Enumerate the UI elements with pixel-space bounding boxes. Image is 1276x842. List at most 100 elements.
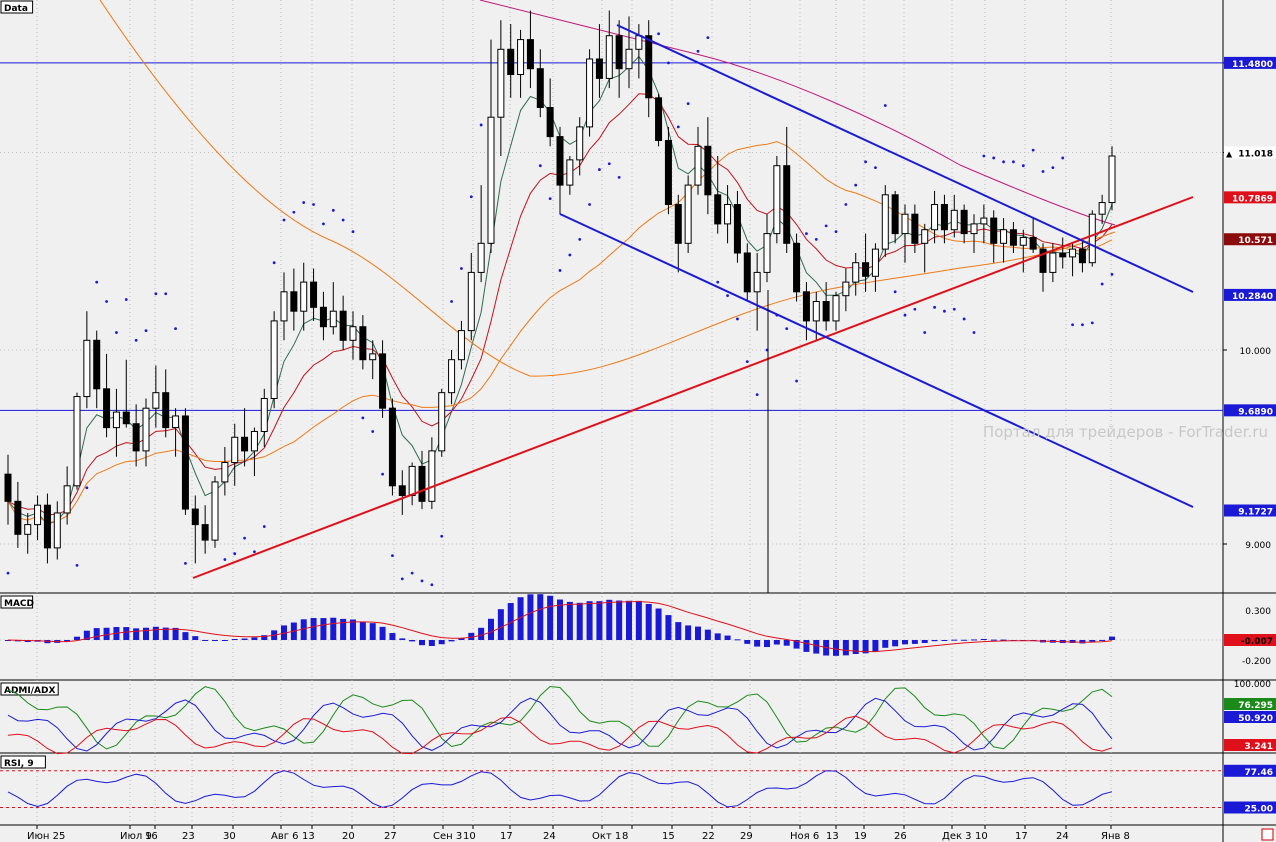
sar-dot — [253, 550, 256, 554]
candle-body — [980, 217, 988, 225]
candle-body — [625, 48, 633, 70]
macd-bar — [892, 640, 899, 647]
candle-body — [181, 415, 189, 510]
candle-body — [221, 462, 229, 483]
candle-body — [63, 485, 71, 514]
x-tick-label: 10 — [463, 831, 476, 842]
sar-dot — [371, 430, 375, 433]
macd-bar — [162, 627, 169, 640]
macd-bar — [419, 640, 425, 646]
macd-panel-label: MACD — [4, 599, 34, 609]
macd-bar — [507, 603, 514, 640]
candle-body — [724, 204, 732, 225]
macd-bar — [202, 639, 209, 641]
candle-body — [605, 35, 613, 79]
candle-body — [615, 35, 623, 70]
sar-dot — [400, 577, 404, 581]
macd-bar — [310, 618, 317, 640]
candle-body — [517, 39, 525, 76]
candle-body — [812, 301, 820, 322]
macd-bar — [576, 602, 583, 640]
candle-body — [53, 512, 61, 549]
macd-bar — [340, 618, 347, 640]
candle-body — [960, 209, 968, 235]
candle-body — [388, 407, 396, 487]
sar-dot — [607, 162, 611, 166]
candle-body — [763, 233, 771, 273]
adx-value-label: 50.920 — [1238, 714, 1273, 724]
macd-bar — [399, 638, 406, 640]
macd-bar — [172, 627, 179, 640]
candle-body — [507, 48, 515, 76]
macd-bar — [143, 627, 149, 640]
candle-body — [832, 295, 840, 322]
candle-body — [438, 392, 446, 452]
candle-body — [1029, 236, 1037, 250]
macd-bar — [182, 632, 189, 640]
price-badge-label: 10.2840 — [1232, 292, 1273, 302]
macd-bar — [803, 640, 810, 652]
macd-bar — [704, 629, 711, 640]
sar-dot — [144, 329, 148, 332]
sar-dot — [420, 579, 424, 583]
candle-body — [655, 97, 663, 141]
candle-body — [1009, 229, 1017, 246]
macd-bar — [655, 608, 662, 640]
sar-dot — [657, 32, 660, 36]
macd-bar — [971, 639, 977, 641]
candle-body — [83, 339, 91, 398]
sar-dot — [272, 261, 276, 265]
macd-bar — [557, 599, 563, 640]
adx-value-badge — [1224, 739, 1276, 751]
sar-dot — [972, 331, 976, 334]
candle-body — [1069, 248, 1077, 258]
sar-dot — [154, 292, 158, 296]
x-tick-label: 27 — [384, 831, 397, 842]
macd-bar — [547, 595, 554, 640]
macd-bar — [1099, 639, 1106, 641]
candle-body — [684, 184, 692, 244]
sar-dot — [923, 331, 927, 334]
candle-body — [319, 306, 327, 328]
sar-dot — [331, 208, 335, 212]
sar-dot — [874, 166, 877, 170]
sar-dot — [893, 290, 897, 294]
macd-bar — [695, 626, 701, 640]
macd-bar — [281, 625, 287, 640]
adx-value-label: 3.241 — [1245, 742, 1273, 752]
macd-bar — [931, 640, 938, 642]
candle-body — [359, 326, 367, 361]
candle-body — [1078, 248, 1086, 264]
sar-dot — [233, 552, 237, 556]
macd-bar — [330, 617, 337, 640]
candle-body — [280, 291, 288, 322]
macd-bar — [852, 640, 859, 654]
macd-bar — [734, 639, 741, 641]
sar-dot — [538, 164, 542, 168]
macd-bar — [645, 603, 652, 640]
candle-body — [802, 291, 810, 322]
macd-bar — [606, 599, 613, 640]
macd-bar — [714, 633, 721, 640]
candle-body — [891, 194, 899, 235]
candle-body — [4, 473, 12, 502]
x-tick-label: 17 — [1015, 831, 1028, 842]
macd-bar — [813, 640, 820, 654]
macd-bar — [93, 628, 100, 640]
sar-dot — [834, 230, 838, 234]
price-badge — [1224, 146, 1276, 159]
candle-body — [635, 35, 643, 50]
sar-dot — [598, 168, 601, 171]
candle-body — [940, 204, 948, 231]
macd-bar — [103, 627, 110, 640]
macd-bar — [586, 601, 593, 640]
macd-bar — [458, 637, 465, 640]
candle-body — [733, 204, 741, 254]
candle-body — [398, 485, 406, 496]
candle-body — [132, 423, 140, 452]
macd-bar — [1089, 640, 1096, 642]
macd-bar — [64, 640, 71, 642]
price-badge — [1224, 233, 1276, 246]
price-tick-label: 9.000 — [1245, 541, 1271, 551]
macd-bar — [409, 640, 416, 642]
